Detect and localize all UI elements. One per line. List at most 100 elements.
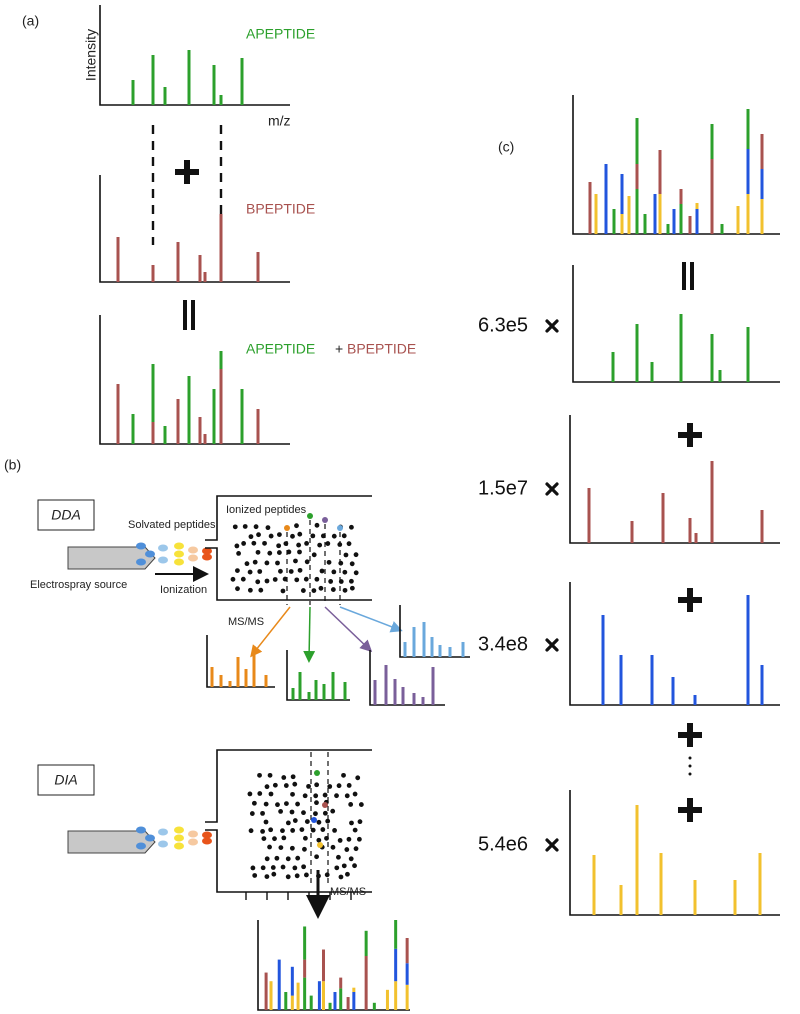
ion-dot <box>324 872 330 878</box>
ion-dot <box>285 856 291 862</box>
droplet <box>158 828 168 836</box>
droplet <box>174 550 184 558</box>
ion-dot <box>302 846 307 852</box>
panel-label: (b) <box>4 457 21 473</box>
ion-dot <box>332 827 337 833</box>
ion-dot <box>248 828 254 834</box>
ion-dot <box>348 578 354 584</box>
ion-dot <box>356 836 362 842</box>
ion-dot <box>268 791 274 797</box>
caption: Ionization <box>160 584 207 596</box>
ion-dot <box>302 793 308 799</box>
ion-dot <box>318 585 324 591</box>
ion-dot <box>322 810 328 816</box>
droplet <box>188 554 198 562</box>
ion-dot <box>343 552 349 558</box>
ion-dot <box>353 570 359 576</box>
spectrum-axes <box>369 650 445 706</box>
equals-sign <box>690 262 694 290</box>
ion-dot <box>252 873 258 878</box>
ion-dot <box>235 568 240 574</box>
ion-dot <box>263 819 269 825</box>
ion-dot <box>357 819 363 825</box>
ion-dot <box>281 835 287 841</box>
ion-dot <box>297 567 303 573</box>
ion-dot <box>294 577 300 583</box>
ion-dot <box>270 865 276 870</box>
ion-dot <box>288 569 294 574</box>
ion-dot <box>330 808 336 814</box>
arrow <box>303 606 316 663</box>
plus-sign <box>687 723 693 747</box>
mode-box <box>37 499 95 531</box>
plus-text: + <box>335 341 343 357</box>
ion-dot <box>262 540 267 546</box>
ion-dot <box>338 874 344 880</box>
ion-dot <box>334 793 339 799</box>
ion-dot <box>341 772 346 778</box>
ion-dot <box>292 781 298 787</box>
ion-dot <box>346 541 352 547</box>
ion-dot <box>294 873 300 879</box>
ion-dot <box>264 578 270 584</box>
ion-dot <box>349 524 354 530</box>
ion-dot <box>316 873 321 879</box>
ion-dot <box>300 588 306 593</box>
arrow <box>324 606 373 653</box>
droplet <box>145 550 155 558</box>
axis-label: Intensity <box>83 29 99 81</box>
times-sign <box>545 638 559 652</box>
droplet <box>158 840 168 848</box>
ion-dot <box>272 836 277 842</box>
ion-dot <box>242 524 248 529</box>
ion-dot <box>352 827 358 833</box>
ion-dot <box>295 801 300 807</box>
ion-dot <box>253 524 259 530</box>
ion-dot <box>349 585 355 591</box>
ion-dot <box>234 543 240 549</box>
ion-dot <box>316 837 322 843</box>
droplet <box>202 553 212 561</box>
ion-dot <box>247 587 253 593</box>
droplet <box>136 842 146 850</box>
ion-dot <box>314 576 320 582</box>
ion-dot <box>268 827 274 833</box>
ion-dot <box>285 874 291 880</box>
ion-dot <box>304 819 310 824</box>
ion-dot <box>263 801 269 807</box>
ion-dot <box>230 576 236 582</box>
ion-dot <box>248 534 254 540</box>
ion-dot <box>306 783 311 789</box>
ion-dot <box>341 533 347 539</box>
ion-dot <box>317 542 323 548</box>
caption: Solvated peptides <box>128 519 216 531</box>
electrospray-source <box>67 546 156 570</box>
ion-dot <box>346 836 352 842</box>
ion-dot <box>304 540 309 546</box>
caption: MS/MS <box>228 616 264 628</box>
ion-dot <box>256 532 261 538</box>
ion-dot <box>272 577 278 582</box>
coefficient: 5.4e6 <box>478 833 528 855</box>
ion-dot <box>232 524 238 530</box>
ion-dot <box>289 845 295 851</box>
ion-dot <box>322 517 328 523</box>
droplet <box>158 544 168 552</box>
droplet <box>202 831 212 839</box>
ion-dot <box>311 817 317 823</box>
caption: Ionized peptides <box>226 504 307 516</box>
droplet <box>145 834 155 842</box>
ion-dot <box>328 579 334 584</box>
ion-dot <box>301 810 306 816</box>
ion-dot <box>278 568 283 574</box>
ion-dot <box>260 828 265 834</box>
coefficient: 6.3e5 <box>478 314 528 336</box>
droplet <box>136 826 146 834</box>
ion-dot <box>257 569 263 574</box>
ion-dot <box>314 782 320 788</box>
ion-dot <box>264 874 270 880</box>
mode-label: DIA <box>54 772 77 788</box>
spectrum-axes <box>286 650 350 701</box>
ion-dot <box>235 586 240 592</box>
ion-dot <box>264 560 270 566</box>
